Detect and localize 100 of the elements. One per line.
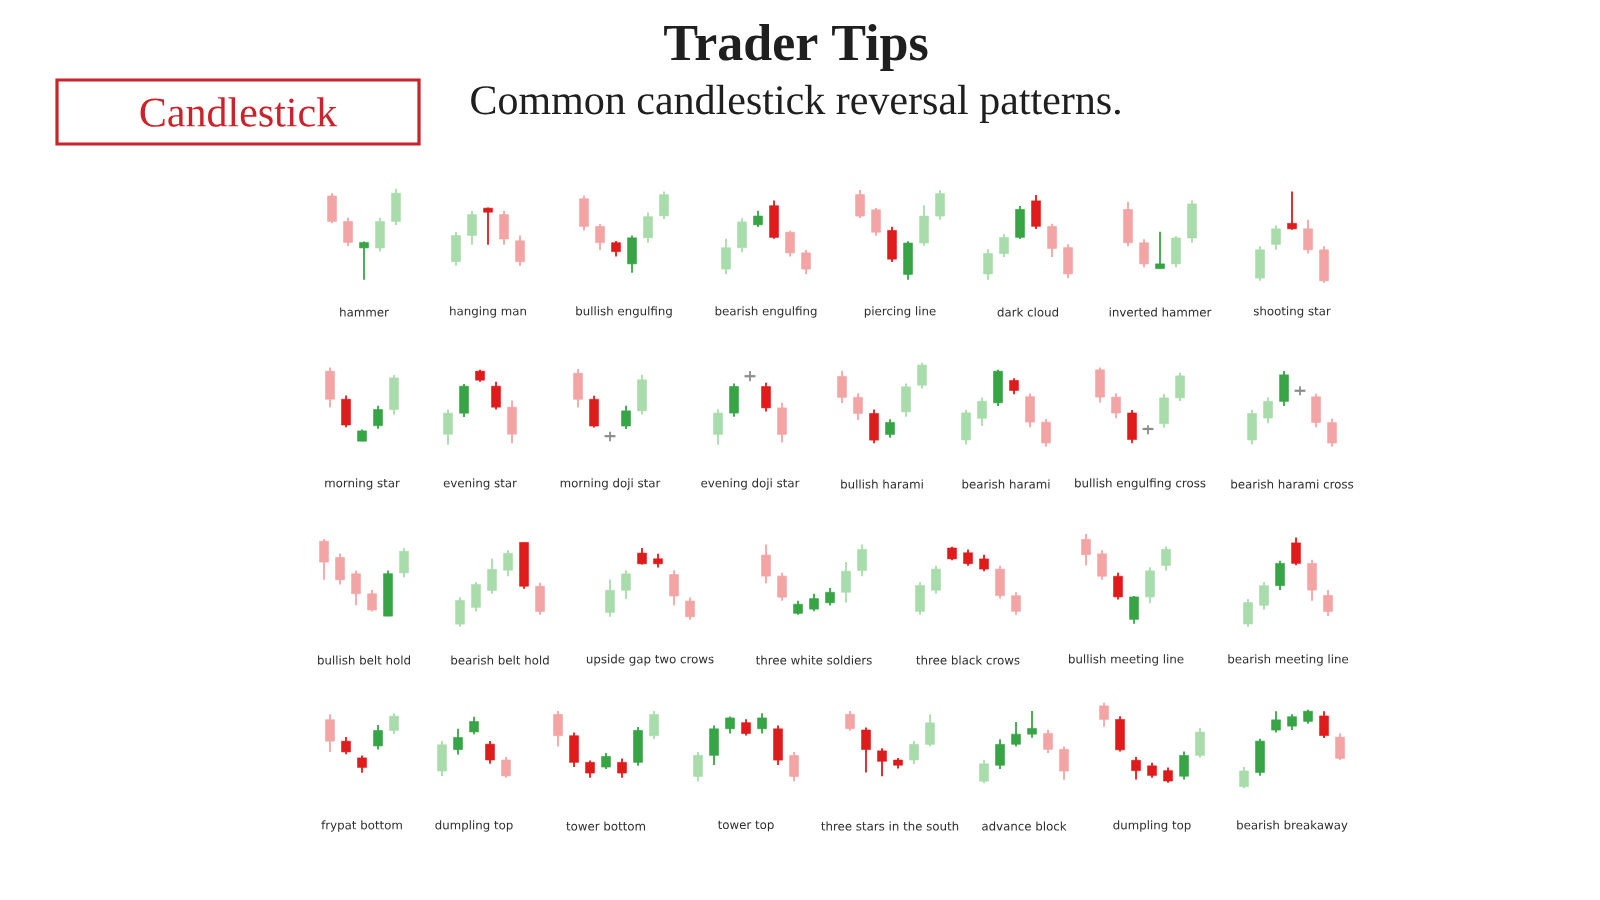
candlestick xyxy=(485,740,495,765)
candlestick xyxy=(1113,571,1123,601)
candlestick xyxy=(1011,591,1021,616)
candlestick xyxy=(451,231,461,267)
candlestick xyxy=(1243,598,1253,628)
candlestick xyxy=(437,740,447,777)
candlestick xyxy=(499,210,509,246)
candlestick xyxy=(621,569,631,600)
candlestick xyxy=(633,726,643,767)
candlestick xyxy=(1303,218,1313,255)
candlestick xyxy=(467,210,477,246)
candlestick xyxy=(1255,737,1265,777)
candlestick xyxy=(373,404,383,430)
candlestick xyxy=(785,229,795,258)
candlestick xyxy=(569,731,579,768)
candlestick xyxy=(327,192,337,225)
candlestick xyxy=(837,369,847,404)
candlestick xyxy=(1327,417,1337,448)
candlestick xyxy=(1131,756,1141,781)
candlestick xyxy=(1291,536,1301,567)
candlestick xyxy=(503,549,513,578)
candlestick xyxy=(1015,205,1025,240)
candlestick xyxy=(1043,728,1053,754)
candlestick xyxy=(761,381,771,413)
candlestick xyxy=(649,710,659,740)
candlestick xyxy=(915,581,925,616)
candlestick xyxy=(1081,533,1091,567)
candlestick xyxy=(627,234,637,274)
candlestick xyxy=(977,396,987,427)
candlestick xyxy=(909,740,919,765)
candlestick xyxy=(659,190,669,221)
candlestick xyxy=(935,189,945,221)
text: Candlestick xyxy=(140,97,338,127)
candlestick xyxy=(685,596,695,621)
candlestick xyxy=(319,538,329,581)
candlestick xyxy=(877,747,887,778)
candlestick xyxy=(1123,201,1133,248)
candlestick xyxy=(1255,245,1265,282)
candlestick xyxy=(1027,710,1037,739)
text: Common candlestick reversal patterns. xyxy=(471,84,1120,123)
candlestick xyxy=(643,211,653,244)
candlestick xyxy=(1025,392,1035,429)
candlestick xyxy=(845,710,855,732)
candlestick xyxy=(535,581,545,616)
candlestick xyxy=(885,418,895,439)
candlestick xyxy=(1159,393,1169,429)
candlestick xyxy=(1311,392,1321,429)
candlestick xyxy=(789,751,799,783)
candlestick xyxy=(383,569,393,618)
candlestick xyxy=(1111,392,1121,420)
candlestick xyxy=(579,194,589,232)
candlestick xyxy=(1307,558,1317,602)
candlestick xyxy=(459,383,469,418)
candlestick xyxy=(1031,194,1041,230)
candlestick xyxy=(853,392,863,421)
candlestick xyxy=(713,408,723,446)
candlestick xyxy=(855,189,865,219)
candlestick xyxy=(983,248,993,281)
candlestick xyxy=(483,206,493,246)
candlestick xyxy=(1161,545,1171,572)
candlestick xyxy=(995,564,1005,600)
candlestick xyxy=(589,394,599,429)
candlestick xyxy=(737,217,747,254)
candlestick xyxy=(637,373,647,416)
candlestick xyxy=(1095,366,1105,404)
candlestick xyxy=(553,710,563,748)
candlestick xyxy=(1175,371,1185,402)
candlestick xyxy=(861,726,871,774)
candlestick xyxy=(1187,199,1197,244)
candlestick xyxy=(773,724,783,766)
candlestick xyxy=(595,223,605,251)
candlestick xyxy=(325,366,335,409)
candlestick xyxy=(841,561,851,604)
candlestick xyxy=(335,552,345,586)
candlestick xyxy=(389,374,399,416)
candlestick xyxy=(325,713,335,753)
candlestick xyxy=(1179,750,1189,781)
candlestick xyxy=(669,569,679,607)
candlestick xyxy=(391,187,401,227)
candlestick xyxy=(931,564,941,595)
candlestick xyxy=(761,543,771,585)
candlestick xyxy=(757,712,767,735)
candlestick xyxy=(1279,370,1289,407)
candlestick xyxy=(359,240,369,281)
candlestick xyxy=(341,394,351,429)
candlestick xyxy=(1011,721,1021,748)
candlestick xyxy=(995,738,1005,770)
candlestick xyxy=(1063,243,1073,280)
candlestick xyxy=(455,596,465,628)
candlestick xyxy=(1127,409,1137,445)
candlestick xyxy=(501,756,511,779)
candlestick xyxy=(1271,224,1281,251)
candlestick xyxy=(1099,701,1109,728)
candlestick xyxy=(693,751,703,783)
candlestick xyxy=(857,543,867,578)
candlestick xyxy=(1115,715,1125,753)
candlestick xyxy=(709,724,719,766)
candlestick xyxy=(903,240,913,281)
candlestick xyxy=(1059,745,1069,781)
candlestick xyxy=(887,225,897,263)
